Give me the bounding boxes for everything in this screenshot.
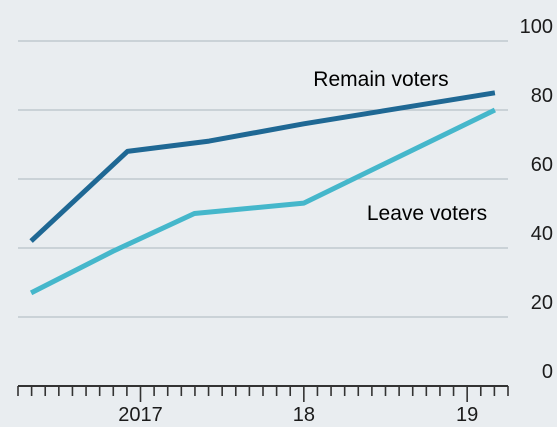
x-axis <box>17 385 509 402</box>
y-tick-label: 0 <box>542 361 553 383</box>
x-tick-label: 2017 <box>118 404 163 426</box>
y-tick-labels: 0 20 40 60 80 100 <box>520 16 553 383</box>
y-tick-label: 100 <box>520 16 553 38</box>
x-tick-label: 18 <box>293 404 315 426</box>
y-tick-label: 60 <box>531 154 553 176</box>
series-lines <box>29 90 496 296</box>
series-label-0: Remain voters <box>313 68 448 91</box>
y-tick-label: 80 <box>531 85 553 107</box>
y-tick-label: 40 <box>531 223 553 245</box>
series-labels: Remain voters Leave voters <box>313 68 487 225</box>
y-tick-label: 20 <box>531 292 553 314</box>
x-tick-label: 19 <box>456 404 478 426</box>
series-label-1: Leave voters <box>367 202 487 225</box>
x-tick-labels: 2017 18 19 <box>118 404 478 426</box>
